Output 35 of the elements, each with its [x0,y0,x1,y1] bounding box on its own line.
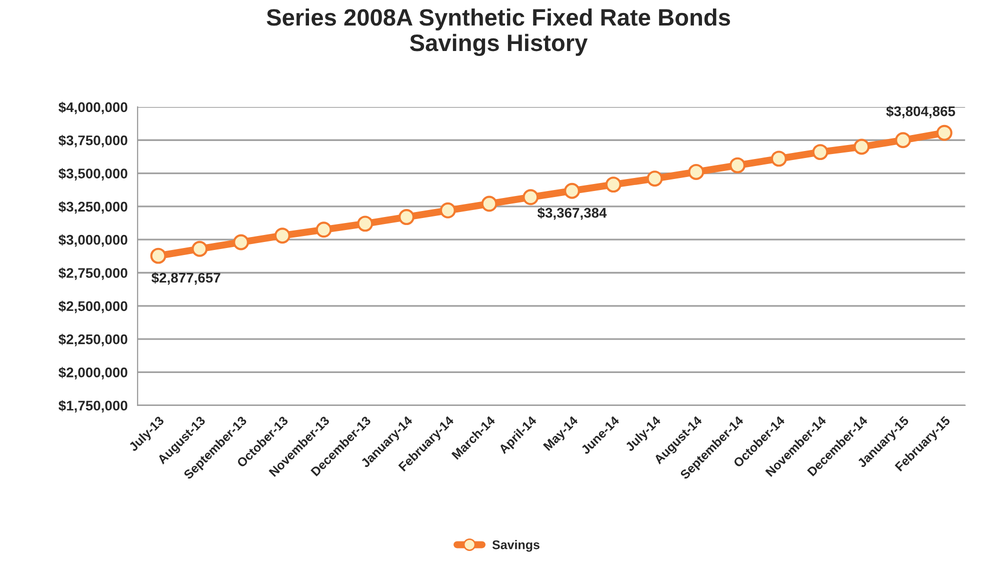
point [398,209,415,226]
point [440,202,456,218]
y-tick-label: $1,750,000 [58,400,128,413]
data-label: $3,367,384 [537,207,607,220]
data-label: $2,877,657 [152,272,220,285]
y-tick-label: $3,750,000 [58,134,128,148]
point [812,144,828,160]
point [936,124,952,141]
y-tick-label: $4,000,000 [58,102,128,114]
y-tick-label: $2,750,000 [58,267,128,280]
point [895,132,912,148]
point [688,164,704,180]
y-tick-label: $3,000,000 [58,234,128,247]
y-tick-label: $3,500,000 [58,168,128,180]
point [357,216,374,232]
point [605,176,622,193]
y-tick-label: $3,250,000 [58,201,128,214]
point [274,228,290,244]
point [854,138,870,155]
point [481,196,498,212]
point [522,189,539,206]
point [646,170,663,187]
point [316,222,332,238]
legend-label: Savings [492,540,540,552]
point [564,182,580,199]
chart-title: Series 2008A Synthetic Fixed Rate Bonds Savings History [266,8,730,56]
y-tick-label: $2,250,000 [58,334,128,346]
point [730,157,746,174]
point [150,248,166,264]
point [233,234,250,250]
y-tick-label: $2,000,000 [58,366,128,380]
y-tick-label: $2,500,000 [58,300,128,314]
point [770,150,787,167]
point [192,240,208,257]
data-label: $3,804,865 [886,106,956,118]
